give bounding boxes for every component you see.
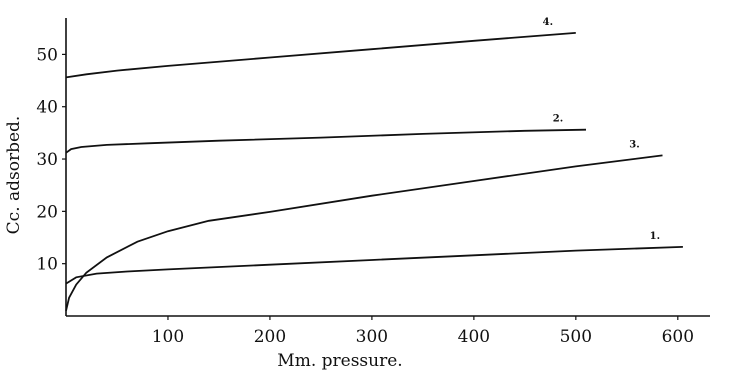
series-label-2: 2. (553, 114, 563, 125)
series-label-3: 3. (629, 139, 639, 150)
y-tick-label: 10 (36, 255, 58, 275)
axes (65, 18, 710, 317)
x-tick-label: 100 (152, 327, 184, 347)
series-line-4 (65, 32, 576, 79)
series-label-1: 1. (650, 231, 660, 242)
x-tick-label: 300 (356, 327, 388, 347)
x-axis-label: Mm. pressure. (277, 351, 402, 371)
curve-labels: 1. 2. 3. 4. (543, 17, 661, 242)
x-tick-label: 600 (662, 327, 694, 347)
y-tick-label: 40 (36, 98, 58, 118)
x-tick-label: 200 (254, 327, 286, 347)
y-tick-label: 20 (36, 202, 58, 222)
y-axis-label: Cc. adsorbed. (4, 116, 24, 235)
series-label-4: 4. (543, 17, 553, 28)
ticks: 100 200 300 400 500 600 10 20 30 40 50 (36, 45, 694, 347)
series-group (65, 32, 683, 312)
series-line-3 (65, 154, 663, 312)
series-line-2 (65, 128, 587, 154)
y-tick-label: 30 (36, 150, 58, 170)
y-tick-label: 50 (36, 45, 58, 65)
x-tick-label: 500 (560, 327, 592, 347)
x-tick-label: 400 (458, 327, 490, 347)
series-line-1 (65, 246, 683, 285)
